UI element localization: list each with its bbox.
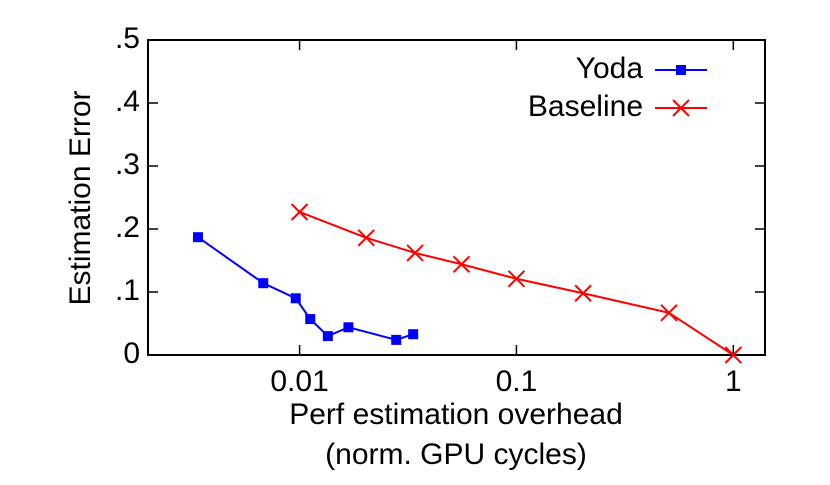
y-axis-label: Estimation Error xyxy=(64,90,97,305)
marker xyxy=(724,346,743,364)
plot-frame xyxy=(147,39,766,356)
y-tick-label: .5 xyxy=(115,22,140,55)
x-tick-label: 0.01 xyxy=(270,365,328,398)
y-tick-label: 0 xyxy=(123,337,140,370)
marker xyxy=(406,244,424,262)
y-tick-label: .4 xyxy=(115,85,140,118)
marker xyxy=(507,270,526,288)
marker xyxy=(676,65,686,75)
marker xyxy=(391,334,402,345)
x-axis-label: Perf estimation overhead xyxy=(289,398,623,431)
marker xyxy=(290,203,309,221)
y-tick-label: .1 xyxy=(115,274,140,307)
x-axis-label: (norm. GPU cycles) xyxy=(325,438,587,471)
marker xyxy=(258,278,269,289)
y-tick-label: .2 xyxy=(115,211,140,244)
series-line xyxy=(299,211,734,356)
marker xyxy=(574,284,592,302)
x-tick-label: 1 xyxy=(725,365,742,398)
marker xyxy=(660,304,678,322)
marker xyxy=(343,322,354,333)
series-line xyxy=(197,236,414,341)
marker xyxy=(672,99,690,117)
legend-label: Yoda xyxy=(576,52,644,85)
marker xyxy=(290,293,301,304)
legend-label: Baseline xyxy=(528,90,643,123)
y-tick-label: .3 xyxy=(115,148,140,181)
marker xyxy=(305,314,316,325)
marker xyxy=(357,229,375,247)
x-tick-label: 0.1 xyxy=(496,365,538,398)
marker xyxy=(408,329,419,340)
marker xyxy=(192,232,203,243)
marker xyxy=(322,331,333,342)
marker xyxy=(452,255,471,273)
